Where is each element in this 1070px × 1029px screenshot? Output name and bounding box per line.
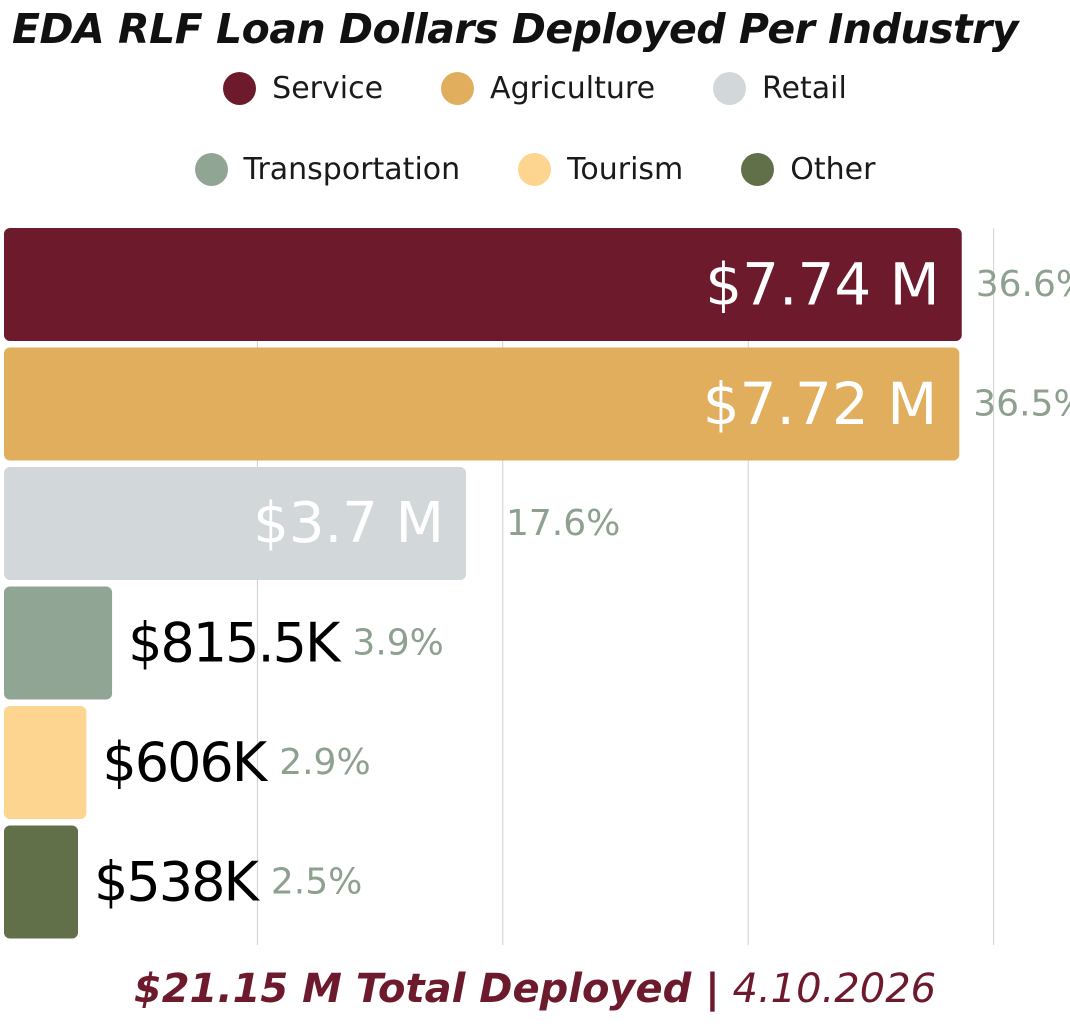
legend-label-service: Service <box>272 70 384 106</box>
percent-label-tourism: 2.9% <box>279 742 370 783</box>
legend-label-other: Other <box>790 151 876 187</box>
bar-chart: $7.74 M 36.6% $7.72 M 36.5% $3.7 M 17.6% $815.… <box>4 228 1070 945</box>
legend-swatch-tourism <box>518 152 552 186</box>
chart-title: EDA RLF Loan Dollars Deployed Per Indust… <box>12 5 1019 53</box>
legend-swatch-transportation <box>194 152 228 186</box>
percent-label-service: 36.6% <box>976 264 1070 305</box>
bar-transportation <box>4 586 113 700</box>
value-label-transportation: $815.5K <box>128 612 342 675</box>
percent-label-transportation: 3.9% <box>352 623 443 664</box>
legend-row-2: Transportation Tourism Other <box>0 147 1070 191</box>
legend-item-tourism: Tourism <box>518 152 683 187</box>
percent-label-retail: 17.6% <box>506 503 620 544</box>
value-label-tourism: $606K <box>102 731 268 794</box>
percent-label-agriculture: 36.5% <box>973 384 1070 425</box>
legend-label-retail: Retail <box>762 70 847 106</box>
legend-swatch-agriculture <box>441 71 475 105</box>
legend-item-retail: Retail <box>713 71 847 106</box>
value-label-service: $7.74 M <box>705 251 940 319</box>
bar-retail <box>4 467 467 580</box>
value-label-agriculture: $7.72 M <box>703 370 938 438</box>
value-label-retail: $3.7 M <box>253 491 444 556</box>
footer-total: $21.15 M Total Deployed | <box>133 966 720 1012</box>
legend-label-tourism: Tourism <box>567 151 684 187</box>
legend-label-agriculture: Agriculture <box>490 70 656 106</box>
footer: $21.15 M Total Deployed | 4.10.2026 <box>0 963 1070 1015</box>
legend-item-service: Service <box>223 71 383 106</box>
footer-date: 4.10.2026 <box>732 966 937 1012</box>
legend-item-other: Other <box>741 152 875 187</box>
value-label-other: $538K <box>94 851 260 914</box>
legend-swatch-other <box>741 152 775 186</box>
legend-label-transportation: Transportation <box>243 151 461 187</box>
legend-item-transportation: Transportation <box>194 151 461 187</box>
bar-service <box>4 228 962 341</box>
bar-tourism <box>4 706 87 819</box>
percent-label-other: 2.5% <box>271 862 362 903</box>
bar-other <box>4 825 79 939</box>
bar-agriculture <box>4 347 960 461</box>
legend-item-agriculture: Agriculture <box>441 71 655 106</box>
legend-swatch-retail <box>713 71 747 105</box>
legend-swatch-service <box>223 71 257 105</box>
legend-row-1: Service Agriculture Retail <box>0 66 1070 110</box>
